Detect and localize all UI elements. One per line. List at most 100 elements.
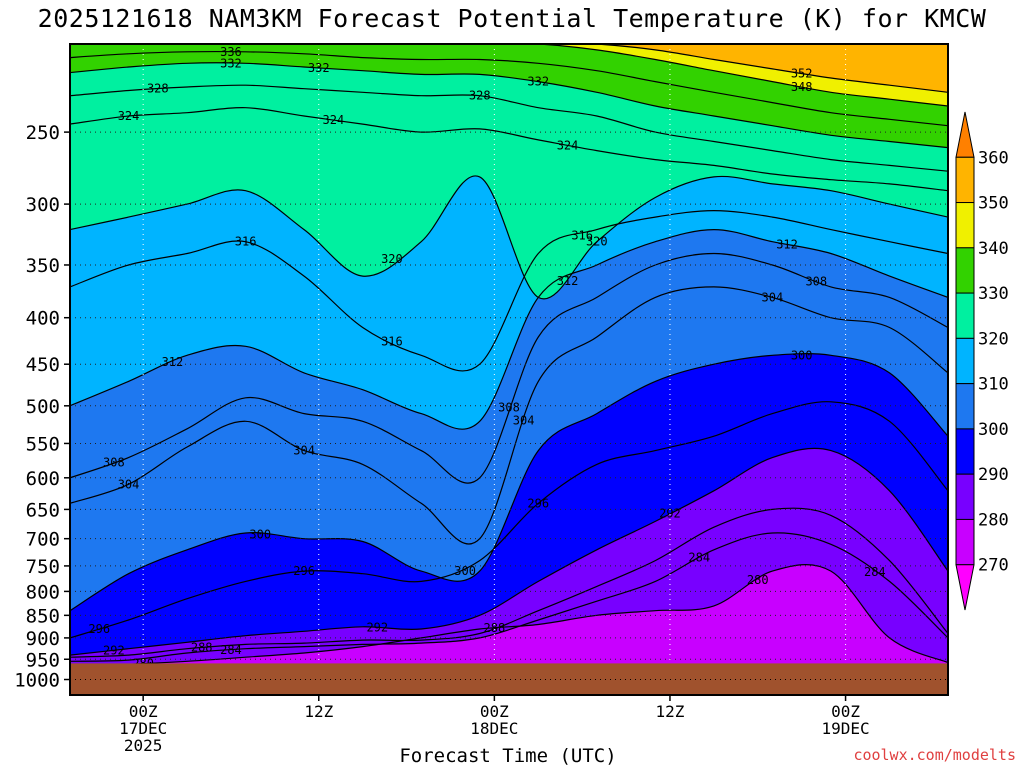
colorbar-swatch-4 [955,383,975,430]
contour-label-284-2: 284 [864,565,886,579]
y-tick-label-750: 750 [26,556,60,578]
x-tick-label-0-2: 2025 [124,736,163,755]
colorbar-swatch-6 [955,292,975,339]
isentrope-316 [70,209,948,372]
contour-label-328-1: 328 [469,89,491,103]
isentrope-312 [70,228,948,430]
surface-terrain [70,663,948,695]
contour-label-296-1: 296 [293,564,315,578]
x-tick-label-0-1: 17DEC [119,719,167,738]
colorbar-swatch-7 [955,247,975,294]
y-tick-label-250: 250 [26,122,60,144]
contour-label-304-3: 304 [762,290,784,304]
fill-band-352 [70,44,948,93]
contour-label-280-1: 280 [747,573,769,587]
contour-label-296-2: 296 [527,496,549,510]
isentrope-348 [70,44,948,107]
colorbar-swatch-3 [955,428,975,475]
contour-label-320-0: 320 [381,252,403,266]
y-tick-label-450: 450 [26,354,60,376]
contour-fills [70,44,948,695]
contour-label-336-0: 336 [220,45,242,59]
colorbar-label-290: 290 [978,465,1009,485]
contour-label-292-2: 292 [659,507,681,521]
contour-label-332-1: 332 [308,61,330,75]
contour-label-296-0: 296 [88,622,110,636]
x-tick-label-12-0: 12Z [304,702,333,721]
contour-label-332-0: 332 [220,56,242,70]
contour-label-320-1: 320 [586,235,608,249]
contour-label-308-0: 308 [103,456,125,470]
colorbar-swatch-5 [955,337,975,385]
contour-label-292-0: 292 [103,643,125,657]
y-tick-label-500: 500 [26,396,60,418]
x-tick-label-24-0: 00Z [480,702,509,721]
colorbar-label-300: 300 [978,420,1009,440]
y-tick-label-400: 400 [26,308,60,330]
contour-lines: 2802802842842842882882922922922962962963… [70,44,948,670]
terrain [70,663,948,695]
colorbar-swatch-8 [955,202,975,249]
plot-frame [69,43,949,696]
contour-label-324-2: 324 [557,138,579,152]
y-tick-label-800: 800 [26,581,60,603]
isentrope-308 [70,252,948,484]
chart-title: 2025121618 NAM3KM Forecast Potential Tem… [37,4,987,33]
x-tick-label-48-1: 19DEC [821,719,869,738]
contour-label-308-2: 308 [805,274,827,288]
colorbar-swatch-2 [955,473,975,520]
x-tick-label-48-0: 00Z [831,702,860,721]
colorbar-label-350: 350 [978,194,1009,214]
y-axis: 2503003504004505005506006507007508008509… [14,122,70,692]
y-tick-label-300: 300 [26,194,60,216]
contour-label-348-0: 348 [791,80,813,94]
y-tick-label-1000: 1000 [14,670,60,692]
y-tick-label-950: 950 [26,649,60,671]
isentrope-320 [70,175,948,300]
contour-label-312-2: 312 [776,238,798,252]
contour-label-352-0: 352 [791,66,813,80]
colorbar-swatch-1 [955,518,975,566]
y-tick-label-650: 650 [26,499,60,521]
isentrope-280 [70,564,948,666]
contour-label-292-1: 292 [366,620,388,634]
colorbar-label-320: 320 [978,329,1009,349]
y-tick-label-550: 550 [26,433,60,455]
colorbar-bottom-arrow [955,564,975,611]
isentrope-300 [70,353,948,612]
isentrope-296 [70,401,948,639]
y-tick-label-600: 600 [26,468,60,490]
contour-label-300-1: 300 [454,564,476,578]
contour-label-300-0: 300 [249,527,271,541]
colorbar: 270 280 290 300 310 320 330 340 350 360 [955,111,1009,611]
colorbar-top-arrow [955,111,975,158]
contour-label-316-1: 316 [381,334,403,348]
contour-label-324-1: 324 [323,113,345,127]
isentrope-292 [70,447,948,656]
x-tick-label-0-0: 00Z [129,702,158,721]
contour-label-304-2: 304 [513,414,535,428]
isentrope-352 [586,44,948,93]
y-tick-label-900: 900 [26,628,60,650]
isentrope-324 [70,107,948,192]
contour-label-304-1: 304 [293,444,315,458]
credit-text: coolwx.com/modelts [853,746,1016,764]
isentrope-304 [70,286,948,545]
isentrope-288 [70,507,948,658]
y-tick-label-850: 850 [26,605,60,627]
y-tick-label-350: 350 [26,255,60,277]
colorbar-label-280: 280 [978,510,1009,530]
contour-label-312-1: 312 [557,274,579,288]
contour-label-284-0: 284 [220,643,242,657]
isentrope-284 [70,532,948,662]
contour-label-284-1: 284 [688,551,710,565]
colorbar-label-330: 330 [978,284,1009,304]
contour-label-328-0: 328 [147,82,169,96]
contour-label-332-2: 332 [527,75,549,89]
contour-label-316-2: 316 [571,229,593,243]
y-tick-label-700: 700 [26,529,60,551]
contour-label-316-0: 316 [235,235,257,249]
grid [70,44,948,695]
isentrope-332 [70,62,948,149]
